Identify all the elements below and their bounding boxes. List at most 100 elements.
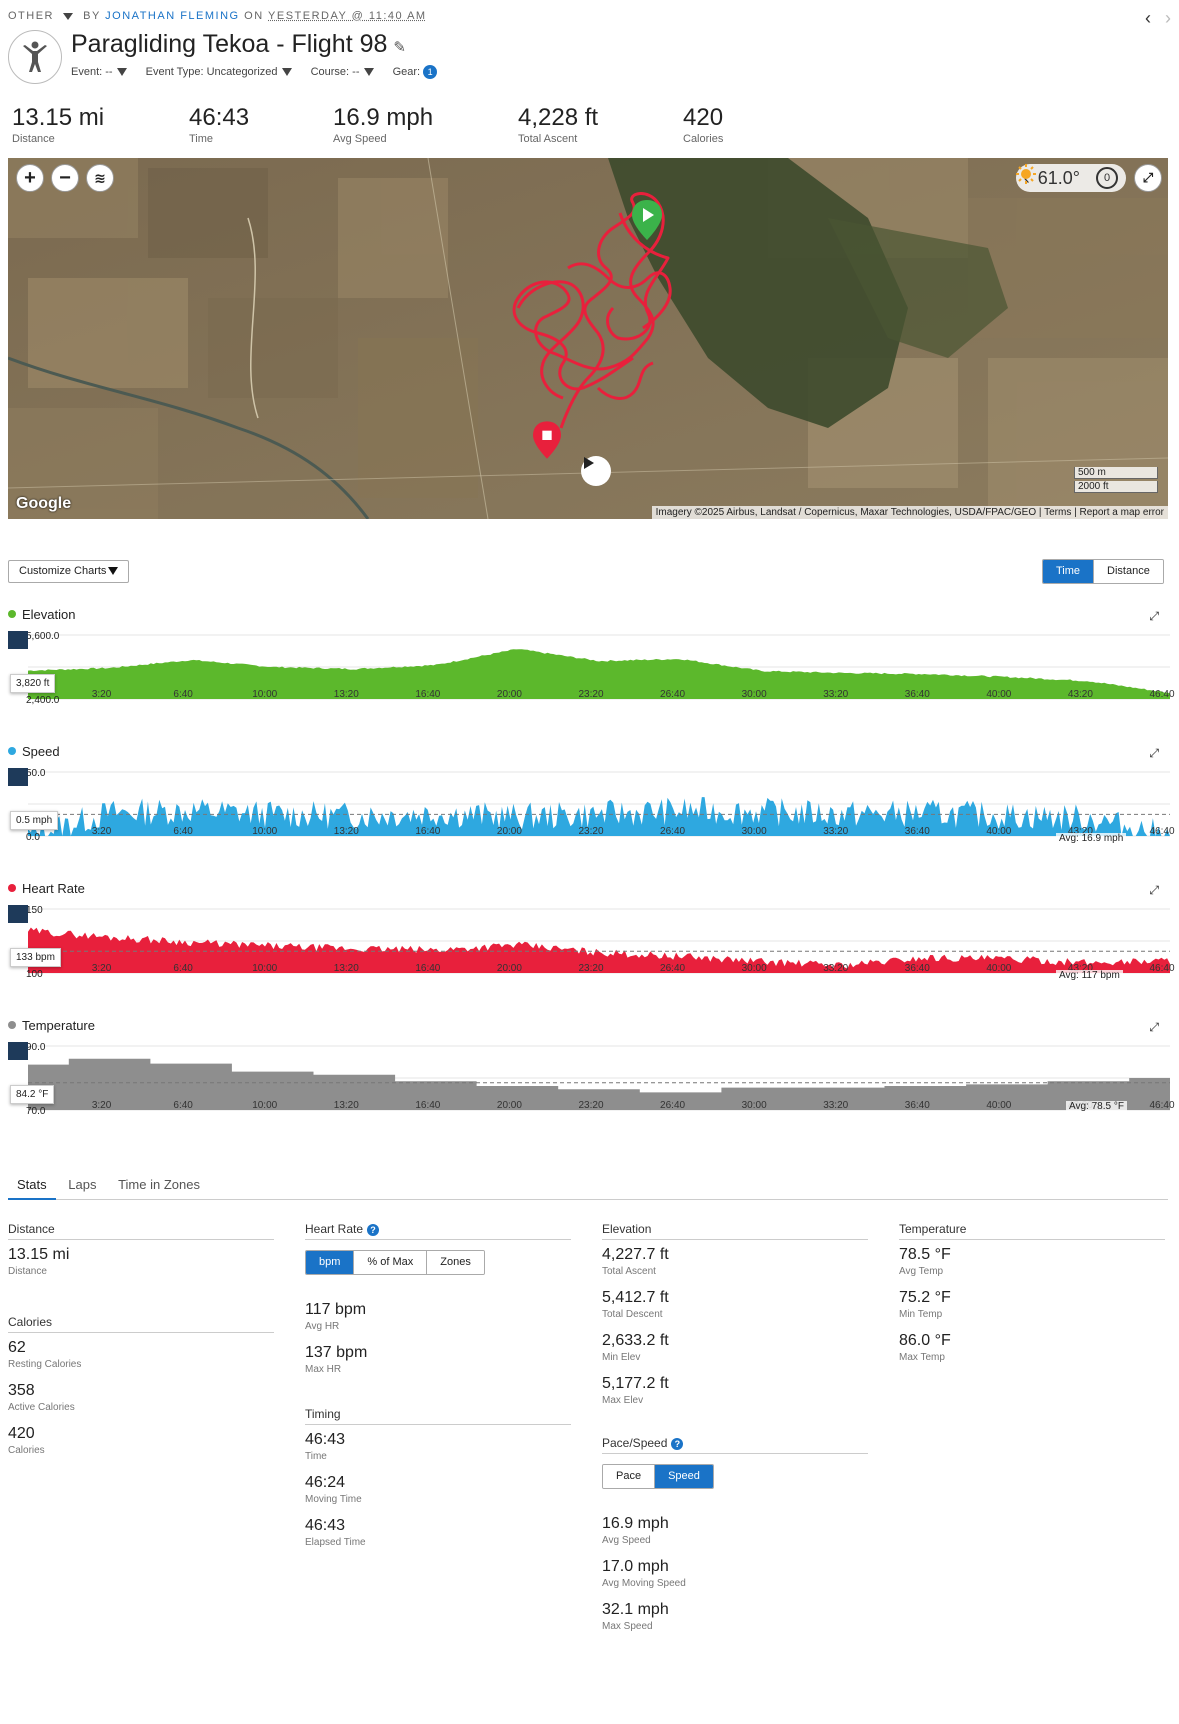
summary-distance: 13.15 mi Distance bbox=[12, 104, 104, 145]
elevation-chart[interactable]: Elevation ⤢ 5,600.0 2,400.0 3:20 6:40 10:00 1… bbox=[0, 607, 1179, 737]
heart-rate-chart[interactable]: Heart Rate ⤢ 150 100 3:20 6:40 10:00 13:20 16:… bbox=[0, 881, 1179, 1011]
stat-item: 46:43 Elapsed Time bbox=[305, 1517, 571, 1548]
event-type-dropdown-icon[interactable] bbox=[281, 68, 292, 77]
axis-distance-button[interactable]: Distance bbox=[1094, 560, 1163, 583]
stats-column-distance-calories: Distance 13.15 mi Distance Calories 62 Res… bbox=[8, 1222, 274, 1468]
axis-time-button[interactable]: Time bbox=[1043, 560, 1095, 583]
next-activity-icon[interactable]: › bbox=[1165, 8, 1171, 28]
summary-label: Calories bbox=[683, 133, 724, 145]
flight-track bbox=[512, 192, 672, 429]
summary-label: Distance bbox=[12, 133, 55, 145]
category-dropdown-icon[interactable] bbox=[62, 12, 73, 20]
x-tick-label: 23:20 bbox=[578, 689, 603, 700]
legend-dot bbox=[8, 610, 16, 618]
course-select[interactable]: Course: -- bbox=[311, 66, 374, 78]
weather-widget[interactable]: ‹ 61.0° 0 bbox=[1015, 164, 1126, 192]
playback-button[interactable] bbox=[581, 456, 611, 486]
series-area bbox=[28, 927, 1170, 973]
scale-imperial: 2000 ft bbox=[1074, 481, 1158, 493]
customize-charts-button[interactable]: Customize Charts bbox=[8, 560, 130, 583]
tab-stats[interactable]: Stats bbox=[8, 1173, 56, 1200]
event-dropdown-icon[interactable] bbox=[116, 68, 127, 77]
temperature-chart[interactable]: Temperature ⤢ 90.0 70.0 3:20 6:40 10:00 13:20… bbox=[0, 1018, 1179, 1148]
author-link[interactable]: JONATHAN FLEMING bbox=[105, 10, 240, 22]
tab-laps[interactable]: Laps bbox=[68, 1177, 97, 1192]
edit-pencil-icon[interactable]: ✎ bbox=[393, 39, 406, 56]
legend-dot bbox=[8, 747, 16, 755]
fullscreen-icon[interactable]: ⤢ bbox=[1134, 164, 1162, 192]
report-error-link[interactable]: Report a map error bbox=[1079, 507, 1164, 518]
terms-link[interactable]: Terms bbox=[1044, 507, 1072, 518]
chart-title: Heart Rate bbox=[8, 881, 85, 896]
hover-cursor bbox=[8, 768, 28, 786]
gear-select[interactable]: Gear: 1 bbox=[393, 65, 438, 79]
stat-label: Max Temp bbox=[899, 1352, 945, 1363]
x-tick-label: 33:20 bbox=[823, 689, 848, 700]
stat-item: 5,177.2 ft Max Elev bbox=[602, 1375, 868, 1406]
activity-type-icon[interactable] bbox=[8, 30, 62, 84]
elevation-plot: 5,600.0 2,400.0 3:20 6:40 10:00 13:20 16:40 20:… bbox=[8, 631, 1175, 706]
event-type-select[interactable]: Event Type: Uncategorized bbox=[146, 66, 292, 78]
imagery-credit: Imagery ©2025 Airbus, Landsat / Copernic… bbox=[655, 507, 1037, 518]
previous-activity-icon[interactable]: ‹ bbox=[1145, 8, 1151, 28]
pace-speed-heading-text: Pace/Speed bbox=[602, 1436, 668, 1450]
x-tick-label: 33:20 bbox=[823, 826, 848, 837]
expand-chart-icon[interactable]: ⤢ bbox=[1149, 883, 1159, 897]
hr-percent-max-button[interactable]: % of Max bbox=[354, 1251, 428, 1274]
hover-cursor bbox=[8, 631, 28, 649]
x-tick-label: 10:00 bbox=[252, 826, 277, 837]
zoom-in-button[interactable]: + bbox=[16, 164, 44, 192]
speed-button[interactable]: Speed bbox=[655, 1465, 713, 1488]
stat-value: 86.0 °F bbox=[899, 1332, 951, 1349]
chart-title: Elevation bbox=[8, 607, 75, 622]
zoom-out-button[interactable]: − bbox=[51, 164, 79, 192]
stat-label: Min Elev bbox=[602, 1352, 641, 1363]
map-attribution: Imagery ©2025 Airbus, Landsat / Copernic… bbox=[651, 506, 1168, 519]
layers-button[interactable]: ≋ bbox=[86, 164, 114, 192]
stat-value: 46:24 bbox=[305, 1474, 346, 1491]
hr-bpm-button[interactable]: bpm bbox=[306, 1251, 355, 1274]
distance-heading: Distance bbox=[8, 1222, 274, 1240]
stat-value: 4,227.7 ft bbox=[602, 1246, 669, 1263]
help-icon[interactable]: ? bbox=[367, 1224, 380, 1236]
course-dropdown-icon[interactable] bbox=[363, 68, 374, 77]
stat-value: 137 bpm bbox=[305, 1344, 368, 1361]
y-max-label: 5,600.0 bbox=[26, 631, 60, 642]
x-tick-label: 3:20 bbox=[92, 826, 112, 837]
heart-rate-heading: Heart Rate? bbox=[305, 1222, 571, 1240]
stats-column-elevation-pace: Elevation 4,227.7 ft Total Ascent 5,412.7… bbox=[602, 1222, 868, 1644]
y-max-label: 150 bbox=[26, 905, 43, 916]
activity-nav: ‹ › bbox=[1131, 8, 1171, 29]
heart-rate-heading-text: Heart Rate bbox=[305, 1222, 364, 1236]
gear-count-badge[interactable]: 1 bbox=[423, 65, 438, 79]
x-tick-label: 16:40 bbox=[415, 1100, 440, 1111]
summary-value: 16.9 mph bbox=[333, 104, 434, 131]
stat-label: Max Speed bbox=[602, 1621, 653, 1632]
event-select[interactable]: Event: -- bbox=[71, 66, 127, 78]
hr-units-toggle: bpm % of Max Zones bbox=[305, 1250, 485, 1275]
x-tick-label: 40:00 bbox=[986, 689, 1011, 700]
y-min-label: 70.0 bbox=[26, 1106, 46, 1117]
pace-speed-heading: Pace/Speed? bbox=[602, 1436, 868, 1454]
expand-chart-icon[interactable]: ⤢ bbox=[1149, 1020, 1159, 1034]
tab-time-in-zones[interactable]: Time in Zones bbox=[118, 1177, 200, 1192]
help-icon[interactable]: ? bbox=[671, 1438, 684, 1450]
series-area bbox=[28, 1058, 1170, 1110]
hr-zones-button[interactable]: Zones bbox=[427, 1251, 484, 1274]
pace-button[interactable]: Pace bbox=[603, 1465, 656, 1488]
stat-label: Min Temp bbox=[899, 1309, 943, 1320]
stat-item: 86.0 °F Max Temp bbox=[899, 1332, 1165, 1363]
stat-item: 32.1 mph Max Speed bbox=[602, 1601, 868, 1632]
timer-icon[interactable]: 0 bbox=[1096, 167, 1118, 189]
map-scale: 500 m 2000 ft bbox=[1074, 467, 1158, 495]
activity-map[interactable]: + − ≋ ‹ 61.0° 0 ⤢ Google 500 m 2000 ft I… bbox=[8, 158, 1168, 519]
x-tick-label: 36:40 bbox=[905, 689, 930, 700]
x-tick-label: 43:20 bbox=[1068, 826, 1093, 837]
course-label: Course: -- bbox=[310, 66, 360, 78]
stat-label: Total Descent bbox=[602, 1309, 663, 1320]
expand-chart-icon[interactable]: ⤢ bbox=[1149, 746, 1159, 760]
series-area bbox=[28, 797, 1170, 836]
speed-chart[interactable]: Speed ⤢ 50.0 0.0 3:20 6:40 10:00 13:20 16:40 20… bbox=[0, 744, 1179, 874]
stat-value: 420 bbox=[8, 1425, 35, 1442]
expand-chart-icon[interactable]: ⤢ bbox=[1149, 609, 1159, 623]
